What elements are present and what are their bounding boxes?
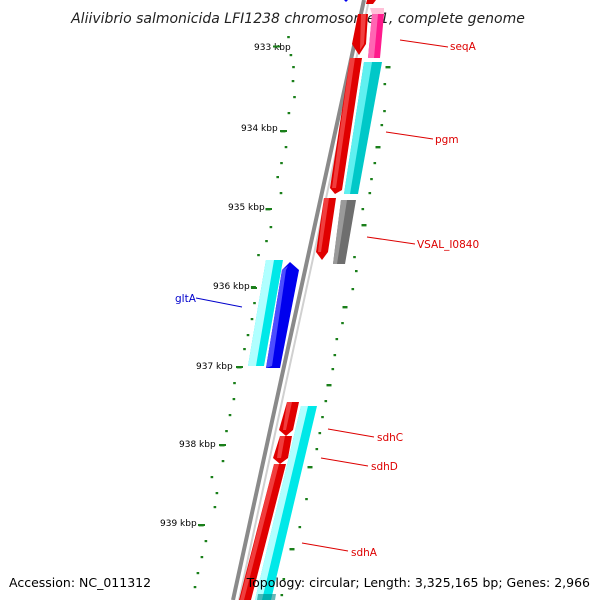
leader-vsal [366,236,416,245]
gene-features [239,0,384,600]
gene-label-sdhA[interactable]: sdhA [351,547,378,559]
gc-skew-track [280,66,391,597]
genome-backbone [231,0,366,600]
kbp-label-938: 938 kbp [179,440,216,450]
gene-label-sdhC[interactable]: sdhC [377,432,403,444]
footer-summary: Topology: circular; Length: 3,325,165 bp… [246,575,590,590]
leader-sdhA [301,542,349,552]
kbp-label-939: 939 kbp [160,519,197,529]
kbp-ruler: 933 kbp 934 kbp 935 kbp 936 kbp 937 kbp … [160,43,291,529]
kbp-tick-935 [266,208,272,210]
cds-top-partial[interactable] [366,0,376,4]
kbp-tick-938 [219,444,226,446]
gene-label-pgm[interactable]: pgm [435,134,459,146]
kbp-tick-936 [251,287,257,289]
leader-sdhD [320,457,369,467]
kbp-label-937: 937 kbp [196,362,233,372]
kbp-label-936: 936 kbp [213,282,250,292]
gene-label-vsal-i0840[interactable]: VSAL_I0840 [417,239,479,251]
map-title: Aliivibrio salmonicida LFI1238 chromosom… [70,11,525,27]
leader-seqA [399,39,449,48]
cds-top-partial-blue[interactable] [344,0,348,2]
kbp-tick-939 [198,524,205,526]
kbp-label-935: 935 kbp [228,203,265,213]
kbp-tick-934 [280,130,287,132]
leader-pgm [385,131,434,140]
kbp-label-933: 933 kbp [254,43,291,53]
kbp-tick-933 [273,45,280,48]
gene-label-seqA[interactable]: seqA [450,41,477,53]
gene-label-gltA[interactable]: gltA [175,293,197,305]
leader-gltA [195,297,243,308]
gene-label-sdhD[interactable]: sdhD [371,461,398,473]
kbp-label-934: 934 kbp [241,124,278,134]
leader-sdhC [327,428,375,438]
cog-top-partial [370,8,384,14]
gene-labels: seqA pgm VSAL_I0840 gltA sdhC sdhD sdhA [175,39,479,559]
kbp-tick-937 [236,366,243,368]
footer-accession: Accession: NC_011312 [9,575,151,590]
